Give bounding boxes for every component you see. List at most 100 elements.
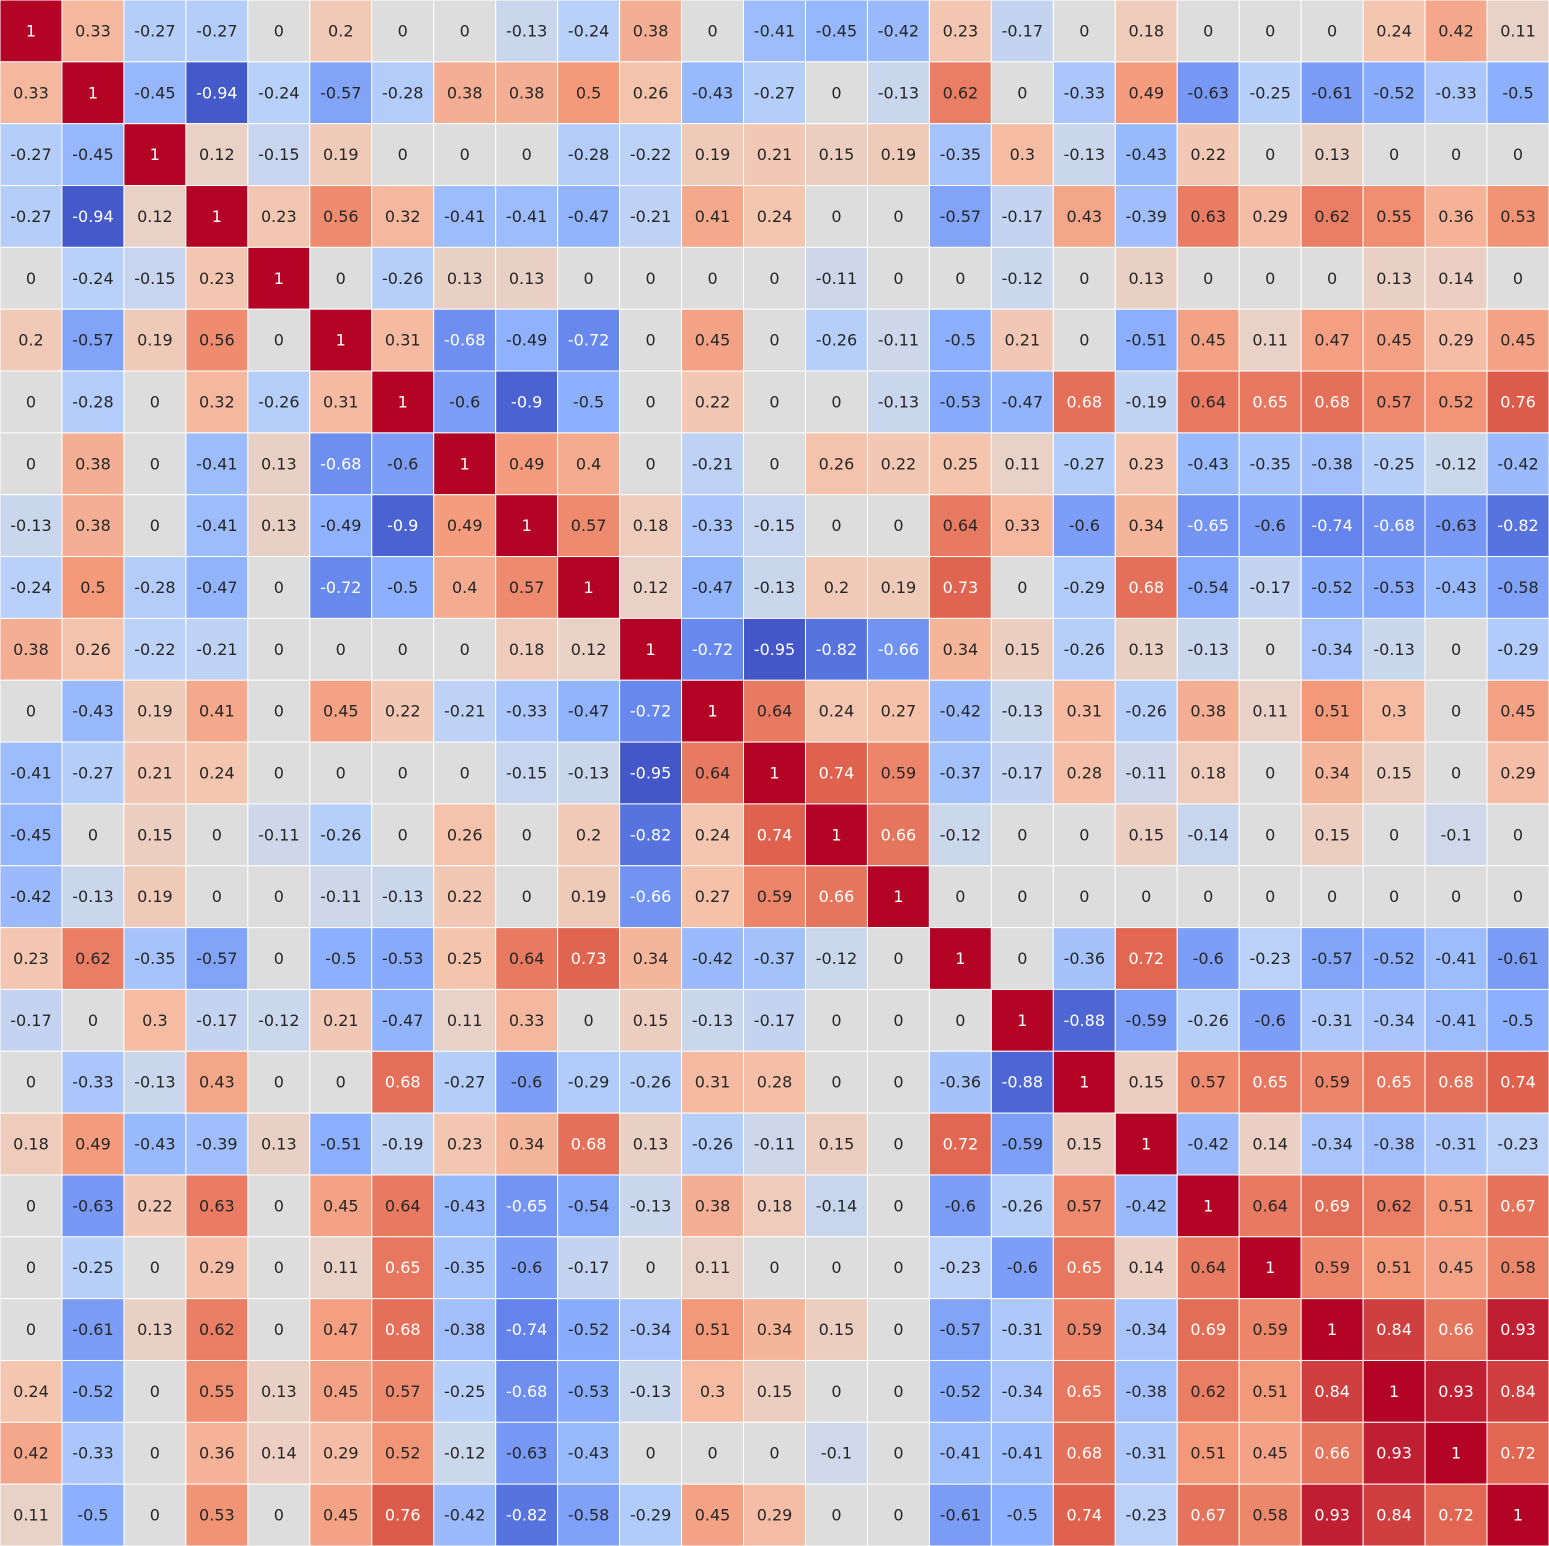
- heatmap-cell: [1362, 1112, 1426, 1176]
- cell-value-label: -0.58: [568, 1506, 609, 1525]
- heatmap-cell: [681, 1483, 745, 1546]
- heatmap-cell: [1114, 617, 1178, 681]
- cell-value-label: -0.42: [10, 887, 51, 906]
- cell-value-label: 0.45: [323, 1382, 359, 1401]
- heatmap-cell: [371, 370, 435, 434]
- heatmap-cell: [1052, 1483, 1116, 1546]
- cell-value-label: 1: [26, 21, 36, 40]
- cell-value-label: -0.51: [320, 1135, 361, 1154]
- cell-value-label: -0.17: [196, 1011, 237, 1030]
- heatmap-cell: [1176, 1483, 1240, 1546]
- heatmap-cell: [1486, 185, 1549, 248]
- cell-value-label: 0: [1203, 21, 1213, 40]
- heatmap-cell: [743, 679, 806, 743]
- heatmap-cell: [619, 679, 683, 743]
- heatmap-cell: [247, 1483, 311, 1546]
- cell-value-label: 0.15: [1376, 764, 1412, 783]
- cell-value-label: -0.12: [940, 825, 981, 844]
- cell-value-label: 0: [398, 21, 408, 40]
- cell-value-label: 0.45: [695, 331, 731, 350]
- heatmap-cell: [495, 308, 559, 372]
- heatmap-cell: [433, 494, 497, 558]
- heatmap-cell: [61, 1421, 125, 1485]
- cell-value-label: 0: [1327, 887, 1337, 906]
- cell-value-label: -0.36: [1064, 949, 1105, 968]
- cell-value-label: 0: [1079, 825, 1089, 844]
- cell-value-label: 0.13: [509, 269, 545, 288]
- heatmap-cell: [371, 803, 435, 867]
- cell-value-label: 0.69: [1190, 1320, 1226, 1339]
- cell-value-label: -0.25: [72, 1258, 113, 1277]
- heatmap-cell: [123, 123, 187, 187]
- heatmap-cell: [1486, 617, 1549, 681]
- cell-value-label: 0: [1265, 764, 1275, 783]
- cell-value-label: 0.38: [695, 1196, 731, 1215]
- heatmap-cell: [1424, 1112, 1488, 1176]
- cell-value-label: 0.19: [881, 145, 917, 164]
- heatmap-cell: [681, 494, 745, 558]
- cell-value-label: 0.34: [757, 1320, 793, 1339]
- cell-value-label: 0: [1389, 825, 1399, 844]
- cell-value-label: -0.47: [568, 702, 609, 721]
- cell-value-label: 0.67: [1500, 1196, 1536, 1215]
- cell-value-label: 0.4: [452, 578, 477, 597]
- cell-value-label: -0.25: [444, 1382, 485, 1401]
- cell-value-label: -0.6: [1255, 1011, 1286, 1030]
- heatmap-cell: [123, 246, 187, 310]
- heatmap-cell: [433, 803, 497, 867]
- cell-value-label: 0: [212, 825, 222, 844]
- cell-value-label: 0.15: [1066, 1135, 1102, 1154]
- cell-value-label: -0.34: [1311, 640, 1352, 659]
- heatmap-cell: [433, 432, 497, 496]
- cell-value-label: 0: [1389, 887, 1399, 906]
- cell-value-label: 0: [150, 1382, 160, 1401]
- cell-value-label: 0.12: [137, 207, 173, 226]
- cell-value-label: 0: [707, 1444, 717, 1463]
- heatmap-cell: [309, 1359, 373, 1423]
- cell-value-label: 0.14: [1252, 1135, 1288, 1154]
- heatmap-cell: [1362, 1236, 1426, 1300]
- heatmap-cell: [928, 1112, 992, 1176]
- cell-value-label: 0.15: [1128, 1073, 1164, 1092]
- cell-value-label: 0.22: [137, 1196, 173, 1215]
- cell-value-label: -0.6: [511, 1258, 542, 1277]
- heatmap-cell: [990, 123, 1054, 187]
- heatmap-cell: [928, 617, 992, 681]
- cell-value-label: 0.65: [1376, 1073, 1412, 1092]
- heatmap-cell: [123, 556, 187, 619]
- heatmap-cell: [247, 123, 311, 187]
- cell-value-label: -0.6: [1007, 1258, 1038, 1277]
- cell-value-label: -0.88: [1064, 1011, 1105, 1030]
- cell-value-label: 0.49: [75, 1135, 111, 1154]
- cell-value-label: 1: [1203, 1196, 1213, 1215]
- cell-value-label: 0.15: [633, 1011, 669, 1030]
- cell-value-label: -0.22: [134, 640, 175, 659]
- cell-value-label: 0.15: [1128, 825, 1164, 844]
- heatmap-cell: [61, 617, 125, 681]
- heatmap-cell: [495, 617, 559, 681]
- heatmap-cell: [928, 432, 992, 496]
- cell-value-label: 0: [274, 1506, 284, 1525]
- heatmap-cell: [928, 927, 992, 990]
- heatmap-cell: [61, 308, 125, 372]
- cell-value-label: 0: [1513, 887, 1523, 906]
- cell-value-label: 0.47: [323, 1320, 359, 1339]
- heatmap-cell: [557, 1112, 621, 1176]
- cell-value-label: 0.45: [323, 1506, 359, 1525]
- cell-value-label: 0: [955, 887, 965, 906]
- heatmap-cell: [557, 1483, 621, 1546]
- cell-value-label: 0: [274, 949, 284, 968]
- cell-value-label: 0.41: [695, 207, 731, 226]
- cell-value-label: -0.24: [72, 269, 113, 288]
- cell-value-label: -0.61: [1497, 949, 1538, 968]
- heatmap-cell: [1114, 432, 1178, 496]
- cell-value-label: -0.41: [196, 516, 237, 535]
- cell-value-label: -0.41: [506, 207, 547, 226]
- heatmap-cell: [309, 494, 373, 558]
- cell-value-label: 0.21: [137, 764, 173, 783]
- cell-value-label: -0.28: [72, 392, 113, 411]
- cell-value-label: 0.93: [1438, 1382, 1474, 1401]
- cell-value-label: -0.17: [754, 1011, 795, 1030]
- heatmap-cell: [247, 1174, 311, 1238]
